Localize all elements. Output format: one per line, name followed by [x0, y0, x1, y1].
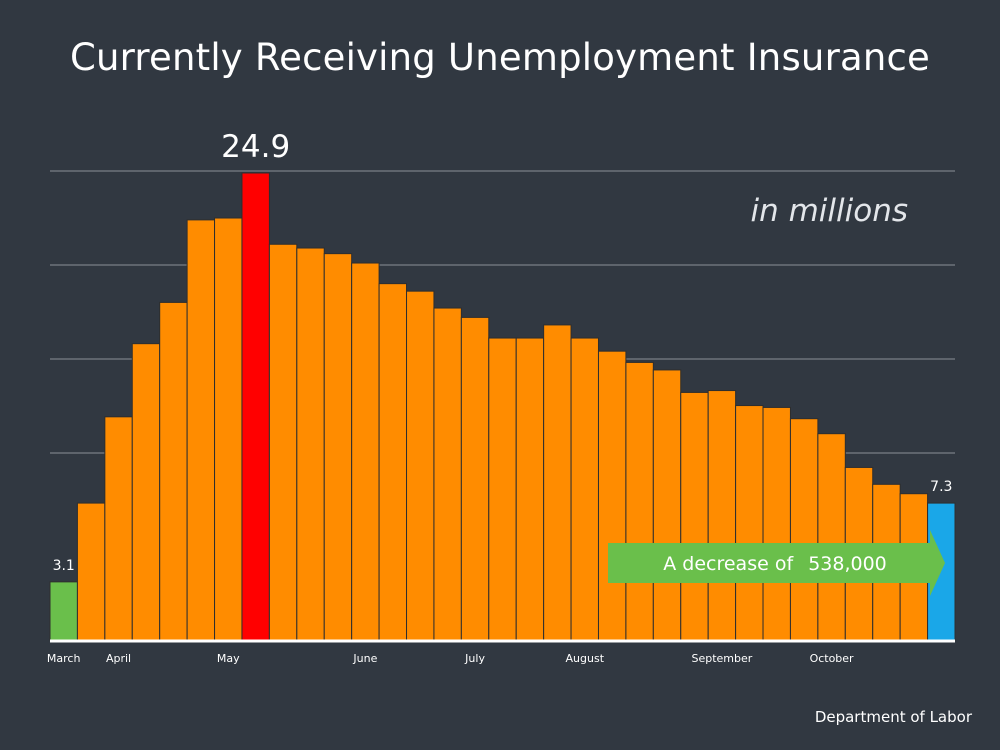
- callout-arrow: [608, 530, 945, 596]
- bar: [406, 290, 435, 641]
- decrease-callout: A decrease of 538,000: [608, 530, 945, 596]
- data-label: 3.1: [53, 558, 75, 574]
- source-credit: Department of Labor: [814, 708, 972, 726]
- bar: [378, 283, 408, 641]
- month-label: July: [464, 652, 485, 665]
- bar: [296, 247, 325, 641]
- bar: [131, 343, 161, 641]
- month-label: April: [106, 652, 131, 665]
- bar: [543, 324, 572, 641]
- bar: [186, 219, 216, 641]
- bar: [515, 337, 545, 641]
- bar: [735, 405, 764, 641]
- month-label: June: [352, 652, 377, 665]
- month-labels: March April May June July August September Octo…: [47, 652, 854, 665]
- data-label: 7.3: [930, 479, 952, 495]
- unit-note: in millions: [750, 193, 908, 229]
- bar: [817, 433, 846, 641]
- bar: [707, 390, 737, 641]
- bar: [460, 316, 490, 641]
- bar: [323, 253, 353, 641]
- bar: [214, 217, 243, 641]
- bar: [789, 418, 819, 641]
- month-label: September: [691, 652, 752, 665]
- bar: [625, 361, 654, 641]
- bar: [104, 416, 133, 641]
- callout-value: 538,000: [808, 553, 887, 575]
- month-label: October: [810, 652, 854, 665]
- bar: [159, 301, 188, 641]
- bar: [488, 337, 517, 641]
- data-labels: 3.1 24.9 7.3: [53, 129, 953, 574]
- chart-title: Currently Receiving Unemployment Insuran…: [69, 36, 931, 79]
- bar: [49, 581, 78, 641]
- bars: [49, 172, 956, 641]
- bar: [652, 369, 682, 641]
- month-label: March: [47, 652, 81, 665]
- bar: [762, 406, 791, 641]
- bar: [76, 502, 106, 641]
- bar: [433, 307, 462, 641]
- bar: [680, 391, 709, 641]
- bar: [268, 243, 298, 641]
- bar: [241, 172, 270, 641]
- bar: [570, 337, 599, 641]
- bar: [351, 262, 380, 641]
- callout-text: A decrease of 538,000: [663, 553, 887, 575]
- month-label: May: [217, 652, 240, 665]
- bar: [597, 350, 627, 641]
- callout-prefix: A decrease of: [663, 553, 794, 575]
- data-label: 24.9: [221, 129, 290, 165]
- month-label: August: [566, 652, 605, 665]
